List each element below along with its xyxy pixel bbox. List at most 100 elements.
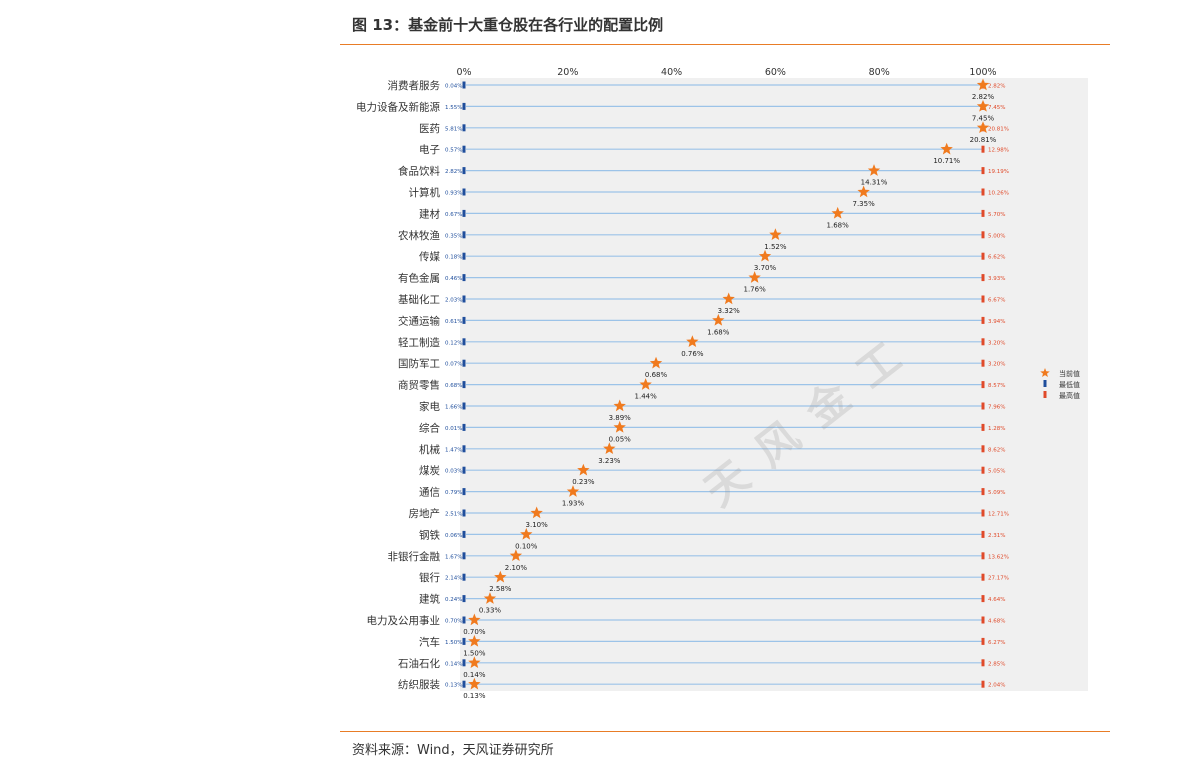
- max-marker: [981, 573, 985, 581]
- x-tick-label: 0%: [456, 67, 471, 78]
- current-value-label: 2.58%: [489, 585, 512, 593]
- max-marker: [981, 488, 985, 496]
- max-marker: [981, 402, 985, 410]
- min-marker: [462, 680, 466, 688]
- legend-min-marker: [1043, 380, 1047, 387]
- current-star: [613, 420, 626, 433]
- max-value-label: 2.85%: [988, 661, 1005, 667]
- category-label: 医药: [419, 123, 440, 135]
- legend-max-marker: [1043, 391, 1047, 398]
- min-marker: [462, 659, 466, 667]
- current-value-label: 0.33%: [479, 607, 502, 615]
- max-value-label: 2.04%: [988, 683, 1005, 689]
- category-label: 建筑: [419, 593, 440, 606]
- current-star: [520, 527, 533, 540]
- category-label: 有色金属: [398, 272, 440, 285]
- current-value-label: 0.10%: [515, 542, 538, 550]
- current-star: [748, 271, 761, 283]
- current-star: [577, 463, 590, 476]
- current-value-label: 7.35%: [853, 200, 876, 208]
- category-label: 消费者服务: [388, 79, 441, 92]
- current-value-label: 1.76%: [744, 286, 767, 294]
- category-label: 机械: [419, 443, 440, 456]
- min-value-label: 1.67%: [445, 554, 462, 560]
- min-value-label: 0.14%: [445, 661, 462, 667]
- max-marker: [981, 252, 985, 260]
- min-value-label: 2.82%: [445, 169, 462, 175]
- current-star: [976, 121, 990, 134]
- category-label: 房地产: [409, 507, 441, 520]
- max-marker: [981, 595, 985, 603]
- min-marker: [462, 423, 466, 431]
- current-star: [712, 313, 725, 326]
- max-value-label: 8.57%: [988, 383, 1005, 389]
- current-star: [494, 570, 507, 583]
- current-star: [603, 442, 616, 455]
- x-tick-label: 60%: [765, 67, 786, 78]
- category-label: 煤炭: [419, 464, 440, 477]
- min-value-label: 5.81%: [445, 126, 462, 132]
- min-value-label: 0.07%: [445, 362, 462, 368]
- source-rule: [340, 731, 1110, 732]
- min-marker: [462, 231, 466, 239]
- current-star: [468, 677, 481, 690]
- max-value-label: 2.31%: [988, 533, 1005, 539]
- min-marker: [462, 488, 466, 496]
- category-label: 建材: [419, 207, 440, 220]
- category-label: 计算机: [409, 186, 441, 199]
- max-value-label: 13.62%: [988, 554, 1009, 560]
- current-star: [722, 292, 735, 305]
- category-label: 国防军工: [398, 357, 440, 370]
- min-value-label: 0.67%: [445, 212, 462, 218]
- current-value-label: 0.68%: [645, 371, 668, 379]
- max-marker: [981, 637, 985, 645]
- min-marker: [462, 274, 466, 282]
- min-value-label: 1.66%: [445, 405, 462, 411]
- max-marker: [981, 381, 985, 389]
- category-label: 农林牧渔: [398, 229, 440, 242]
- current-value-label: 10.71%: [933, 157, 960, 165]
- legend-label: 当前值: [1059, 369, 1080, 378]
- max-value-label: 20.81%: [988, 126, 1009, 132]
- current-star: [758, 249, 772, 262]
- min-marker: [462, 595, 466, 603]
- min-value-label: 0.93%: [445, 191, 462, 197]
- current-value-label: 3.32%: [718, 307, 741, 315]
- current-value-label: 0.05%: [609, 435, 632, 443]
- category-label: 家电: [419, 400, 440, 413]
- max-marker: [981, 295, 985, 303]
- title-rule: [340, 44, 1110, 45]
- category-label: 电力及公用事业: [367, 614, 441, 627]
- category-label: 通信: [419, 487, 440, 499]
- max-marker: [981, 359, 985, 367]
- current-value-label: 0.14%: [463, 671, 486, 679]
- min-marker: [462, 295, 466, 303]
- max-value-label: 3.20%: [988, 340, 1005, 346]
- max-value-label: 7.96%: [988, 405, 1005, 411]
- max-marker: [981, 274, 985, 282]
- x-tick-label: 40%: [661, 67, 682, 78]
- min-marker: [462, 124, 466, 132]
- max-value-label: 4.68%: [988, 619, 1005, 625]
- max-value-label: 6.62%: [988, 255, 1005, 261]
- current-value-label: 14.31%: [861, 179, 888, 187]
- current-star: [468, 656, 481, 669]
- max-marker: [981, 209, 985, 217]
- min-value-label: 2.03%: [445, 298, 462, 304]
- min-value-label: 0.12%: [445, 340, 462, 346]
- max-marker: [981, 167, 985, 175]
- category-label: 非银行金融: [388, 550, 441, 563]
- min-value-label: 0.18%: [445, 255, 462, 261]
- category-label: 钢铁: [419, 528, 440, 541]
- current-value-label: 0.76%: [681, 350, 704, 358]
- max-marker: [981, 338, 985, 346]
- current-value-label: 20.81%: [970, 136, 997, 144]
- min-value-label: 1.55%: [445, 105, 462, 111]
- current-value-label: 2.10%: [505, 564, 528, 572]
- min-value-label: 0.79%: [445, 490, 462, 496]
- category-label: 电子: [419, 143, 440, 156]
- min-value-label: 0.24%: [445, 597, 462, 603]
- current-value-label: 1.50%: [463, 649, 486, 657]
- max-marker: [981, 423, 985, 431]
